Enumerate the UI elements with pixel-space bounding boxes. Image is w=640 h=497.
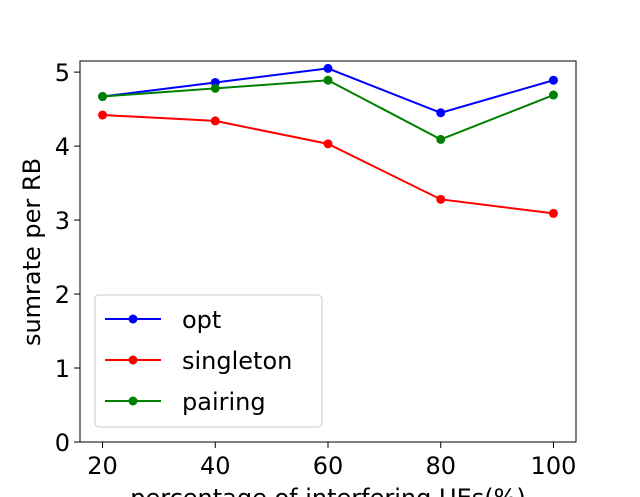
data-point-singleton-80 — [436, 194, 446, 204]
y-tick-label-1: 1 — [55, 355, 70, 383]
series-singleton — [98, 110, 558, 218]
data-point-opt-100 — [548, 75, 558, 85]
data-point-pairing-60 — [323, 75, 333, 85]
data-point-singleton-100 — [548, 208, 558, 218]
legend-swatch-marker-singleton — [128, 355, 138, 365]
legend-entry-opt: opt — [105, 306, 221, 334]
legend-entry-pairing: pairing — [105, 388, 266, 416]
legend-label-singleton: singleton — [182, 347, 292, 375]
series-line-pairing — [102, 79, 554, 141]
y-tick-label-0: 0 — [55, 429, 70, 457]
series-opt — [98, 63, 558, 118]
data-point-pairing-80 — [436, 134, 446, 144]
data-point-opt-80 — [436, 108, 446, 118]
series-pairing — [98, 75, 558, 144]
x-tick-label-40: 40 — [200, 452, 231, 480]
legend: opt singleton pairing — [94, 294, 323, 428]
legend-label-pairing: pairing — [182, 388, 266, 416]
y-tick-label-3: 3 — [55, 207, 70, 235]
y-tick-label-2: 2 — [55, 281, 70, 309]
legend-swatch-marker-pairing — [128, 396, 138, 406]
series-line-singleton — [102, 114, 554, 215]
y-tick-label-5: 5 — [55, 59, 70, 87]
y-axis: 0 1 2 3 4 5 — [55, 59, 80, 457]
x-tick-label-80: 80 — [425, 452, 456, 480]
data-point-pairing-40 — [210, 83, 220, 93]
x-axis: 20 40 60 80 100 — [87, 442, 576, 480]
data-point-pairing-100 — [548, 90, 558, 100]
data-point-singleton-20 — [98, 110, 108, 120]
series-layer — [98, 63, 558, 218]
legend-label-opt: opt — [182, 306, 221, 334]
legend-swatch-marker-opt — [128, 314, 138, 324]
legend-box — [94, 294, 323, 428]
data-point-singleton-40 — [210, 116, 220, 126]
x-tick-label-20: 20 — [87, 452, 118, 480]
data-point-singleton-60 — [323, 139, 333, 149]
legend-entry-singleton: singleton — [105, 347, 292, 375]
data-point-pairing-20 — [98, 92, 108, 102]
data-point-opt-60 — [323, 63, 333, 73]
y-axis-label: sumrate per RB — [18, 158, 46, 346]
series-line-opt — [102, 67, 554, 114]
x-axis-label: percentage of interfering UEs(%) — [130, 484, 526, 497]
y-tick-label-4: 4 — [55, 133, 70, 161]
x-tick-label-60: 60 — [313, 452, 344, 480]
x-tick-label-100: 100 — [531, 452, 577, 480]
